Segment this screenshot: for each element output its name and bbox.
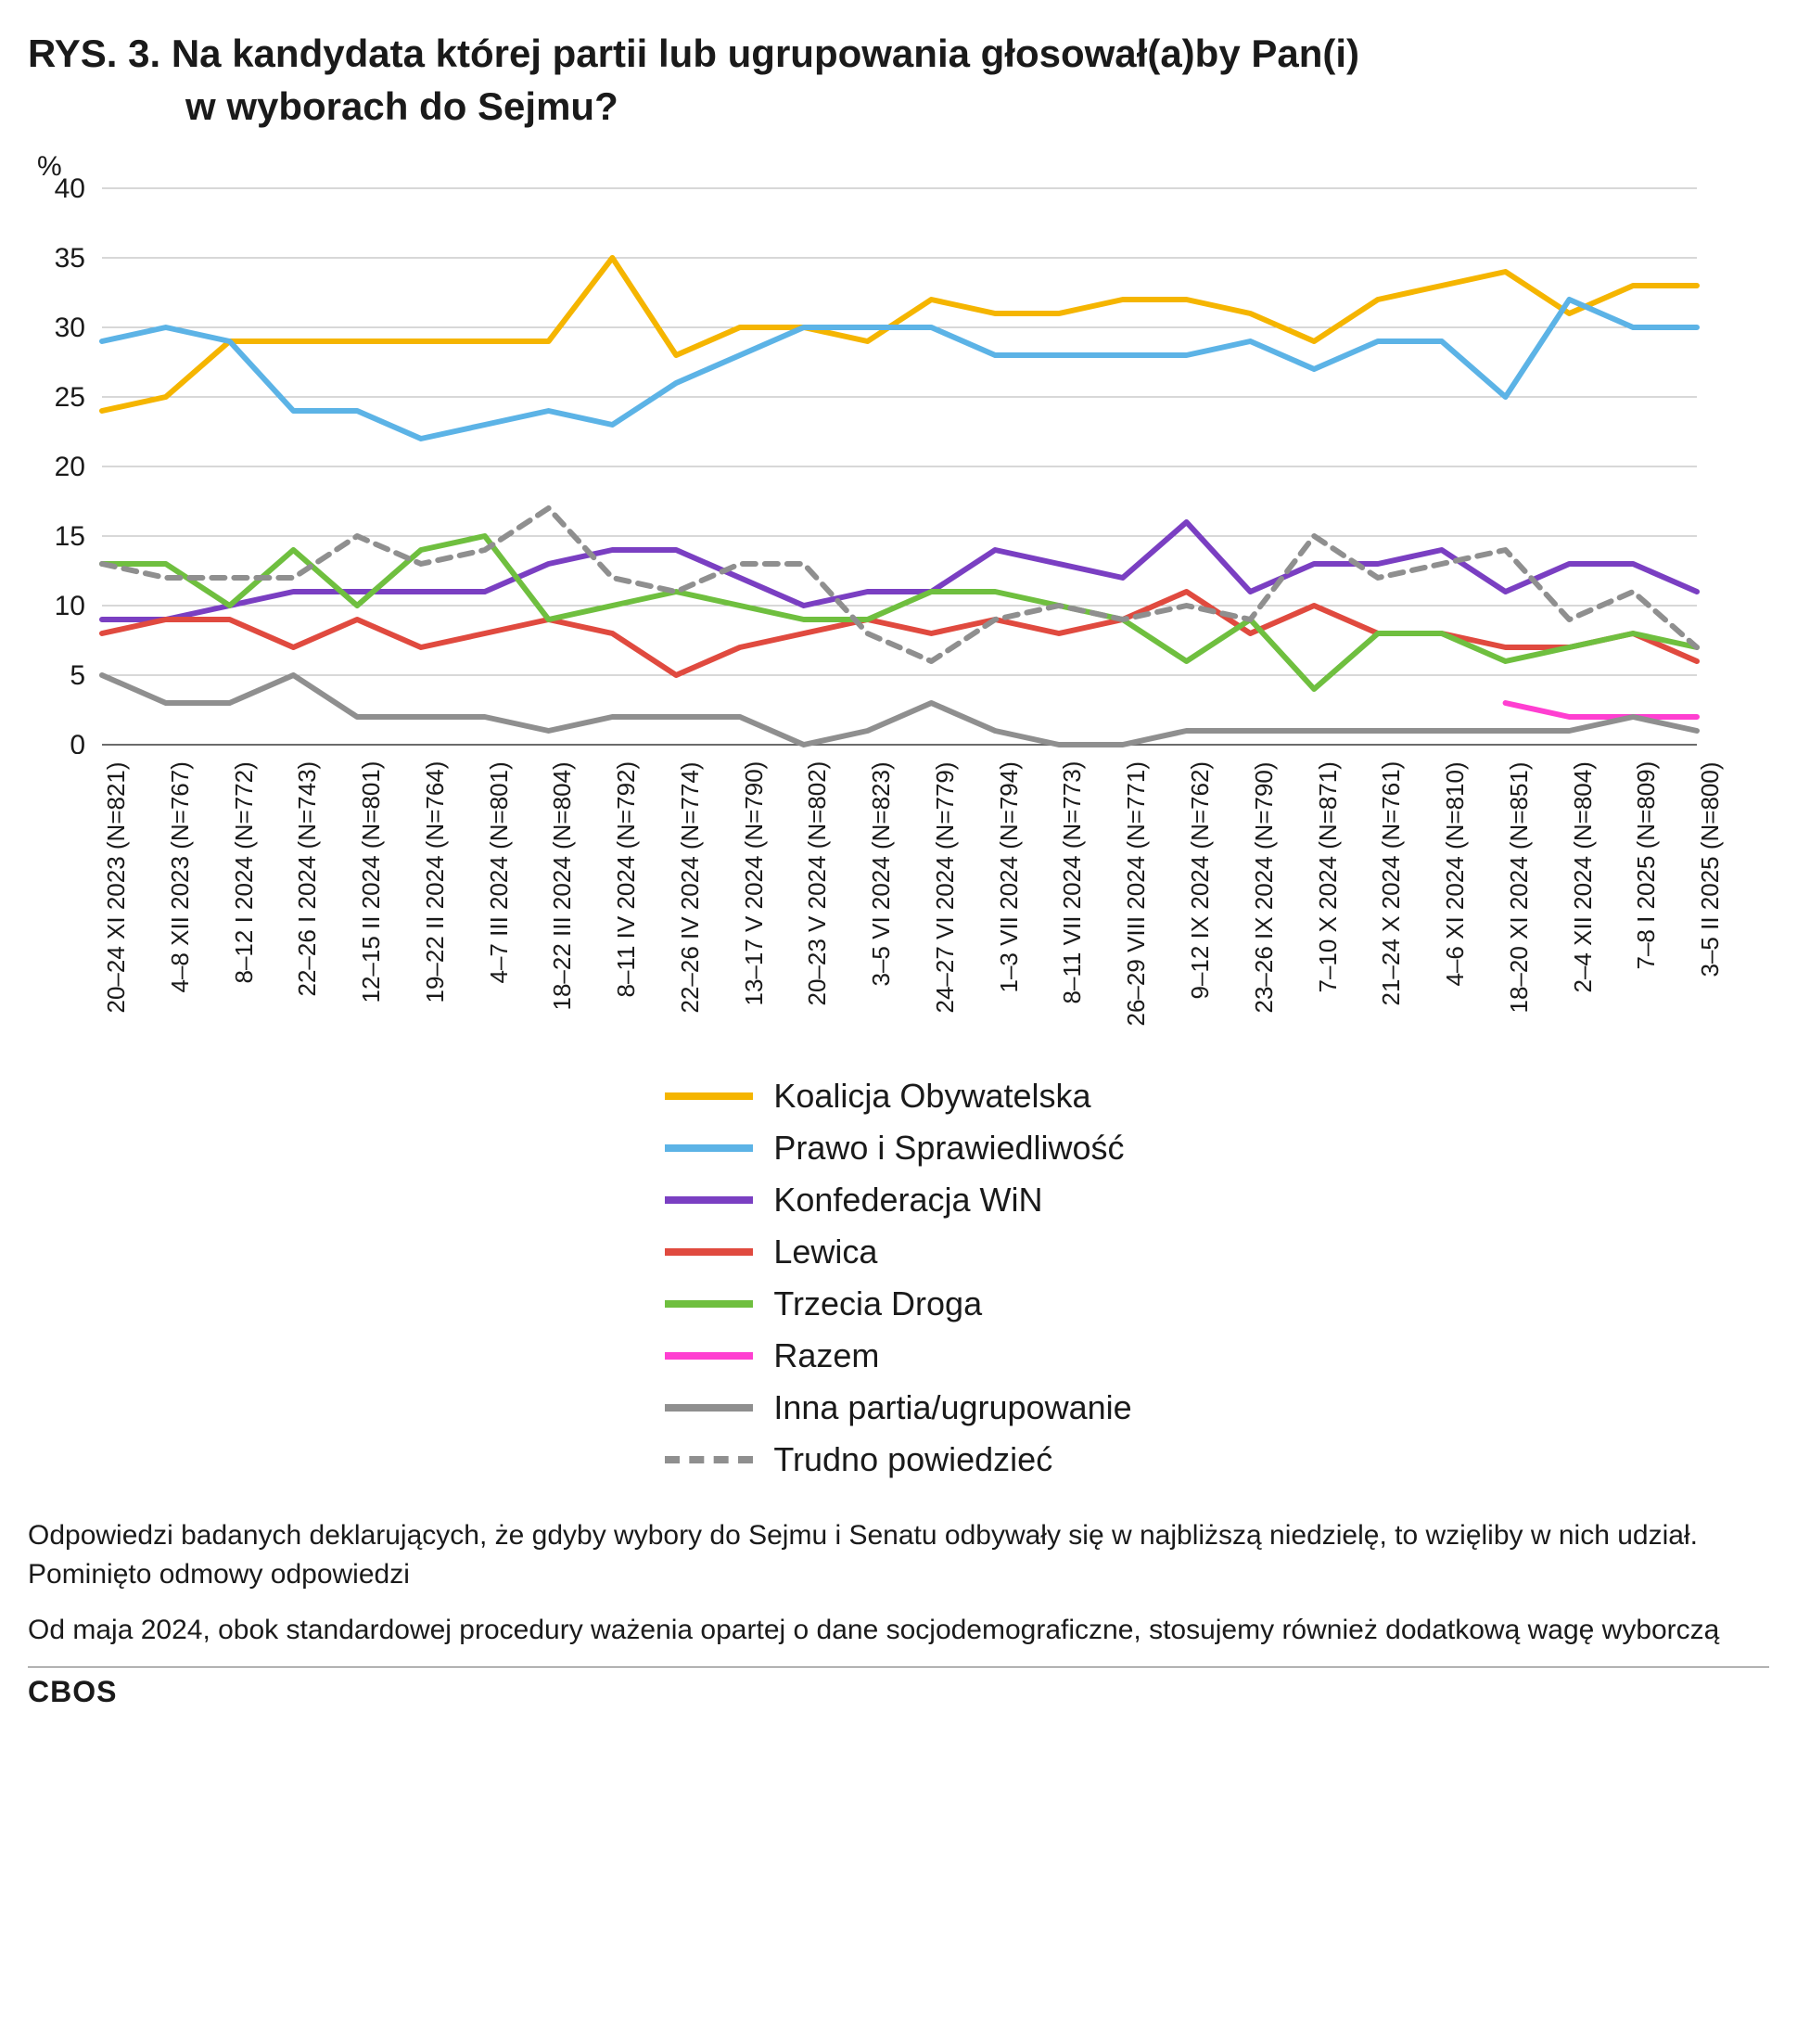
x-tick-label: 7–10 X 2024 (N=871) — [1314, 761, 1378, 1029]
chart-area: % 0510152025303540 20–24 XI 2023 (N=821)… — [28, 160, 1769, 1029]
legend-label: Koalicja Obywatelska — [773, 1077, 1090, 1116]
x-tick-label: 2–4 XII 2024 (N=804) — [1569, 761, 1633, 1029]
legend-swatch — [665, 1404, 753, 1412]
x-tick-label: 3–5 II 2025 (N=800) — [1696, 761, 1760, 1029]
x-tick-label: 8–11 VII 2024 (N=773) — [1058, 761, 1122, 1029]
legend-swatch — [665, 1196, 753, 1204]
legend-swatch — [665, 1456, 753, 1463]
series-line — [102, 258, 1697, 411]
legend-swatch — [665, 1144, 753, 1152]
x-tick-label: 23–26 IX 2024 (N=790) — [1250, 761, 1314, 1029]
legend-item: Koalicja Obywatelska — [665, 1077, 1131, 1116]
x-tick-label: 26–29 VIII 2024 (N=771) — [1122, 761, 1186, 1029]
chart-title-line2: w wyborach do Sejmu? — [28, 81, 1769, 134]
chart-title: RYS. 3. Na kandydata której partii lub u… — [28, 28, 1769, 133]
series-line — [102, 675, 1697, 745]
x-tick-label: 18–22 III 2024 (N=804) — [548, 761, 612, 1029]
legend-swatch — [665, 1092, 753, 1100]
x-tick-label: 18–20 XI 2024 (N=851) — [1505, 761, 1569, 1029]
legend-label: Lewica — [773, 1233, 877, 1271]
legend-label: Konfederacja WiN — [773, 1181, 1042, 1220]
x-tick-label: 4–7 III 2024 (N=801) — [485, 761, 549, 1029]
legend-swatch — [665, 1300, 753, 1308]
legend-swatch — [665, 1248, 753, 1256]
x-axis-labels: 20–24 XI 2023 (N=821)4–8 XII 2023 (N=767… — [28, 761, 1769, 1029]
x-tick-label: 20–24 XI 2023 (N=821) — [102, 761, 166, 1029]
y-axis-unit: % — [37, 151, 62, 183]
x-tick-label: 22–26 IV 2024 (N=774) — [676, 761, 740, 1029]
legend-item: Razem — [665, 1336, 1131, 1375]
legend-item: Trzecia Droga — [665, 1284, 1131, 1323]
svg-text:25: 25 — [55, 382, 85, 413]
svg-text:0: 0 — [70, 730, 85, 754]
legend-label: Trzecia Droga — [773, 1284, 982, 1323]
x-tick-label: 4–8 XII 2023 (N=767) — [166, 761, 230, 1029]
x-tick-label: 21–24 X 2024 (N=761) — [1377, 761, 1441, 1029]
x-tick-label: 12–15 II 2024 (N=801) — [357, 761, 421, 1029]
legend-label: Trudno powiedzieć — [773, 1440, 1052, 1479]
svg-text:5: 5 — [70, 660, 85, 691]
legend: Koalicja Obywatelska Prawo i Sprawiedliwo… — [665, 1077, 1131, 1479]
x-tick-label: 4–6 XI 2024 (N=810) — [1441, 761, 1505, 1029]
legend-label: Razem — [773, 1336, 879, 1375]
x-tick-label: 7–8 I 2025 (N=809) — [1632, 761, 1696, 1029]
line-chart: 0510152025303540 — [28, 160, 1715, 754]
x-tick-label: 22–26 I 2024 (N=743) — [293, 761, 357, 1029]
svg-text:35: 35 — [55, 243, 85, 274]
legend-item: Inna partia/ugrupowanie — [665, 1388, 1131, 1427]
x-tick-label: 24–27 VI 2024 (N=779) — [931, 761, 995, 1029]
svg-text:30: 30 — [55, 313, 85, 343]
x-tick-label: 20–23 V 2024 (N=802) — [803, 761, 867, 1029]
legend-item: Trudno powiedzieć — [665, 1440, 1131, 1479]
legend-item: Prawo i Sprawiedliwość — [665, 1129, 1131, 1168]
legend-label: Prawo i Sprawiedliwość — [773, 1129, 1124, 1168]
x-tick-label: 9–12 IX 2024 (N=762) — [1186, 761, 1250, 1029]
x-tick-label: 1–3 VII 2024 (N=794) — [995, 761, 1059, 1029]
brand-label: CBOS — [28, 1675, 1769, 1709]
footnote-1: Odpowiedzi badanych deklarujących, że gd… — [28, 1516, 1769, 1594]
svg-text:15: 15 — [55, 521, 85, 552]
x-tick-label: 13–17 V 2024 (N=790) — [740, 761, 804, 1029]
legend-label: Inna partia/ugrupowanie — [773, 1388, 1131, 1427]
footnote-2: Od maja 2024, obok standardowej procedur… — [28, 1611, 1769, 1650]
series-line — [1506, 703, 1697, 717]
legend-swatch — [665, 1352, 753, 1360]
legend-item: Konfederacja WiN — [665, 1181, 1131, 1220]
legend-item: Lewica — [665, 1233, 1131, 1271]
x-tick-label: 3–5 VI 2024 (N=823) — [867, 761, 931, 1029]
svg-text:10: 10 — [55, 591, 85, 621]
x-tick-label: 8–12 I 2024 (N=772) — [230, 761, 294, 1029]
x-tick-label: 19–22 II 2024 (N=764) — [421, 761, 485, 1029]
svg-text:20: 20 — [55, 452, 85, 482]
chart-title-line1: RYS. 3. Na kandydata której partii lub u… — [28, 28, 1359, 81]
x-tick-label: 8–11 IV 2024 (N=792) — [612, 761, 676, 1029]
